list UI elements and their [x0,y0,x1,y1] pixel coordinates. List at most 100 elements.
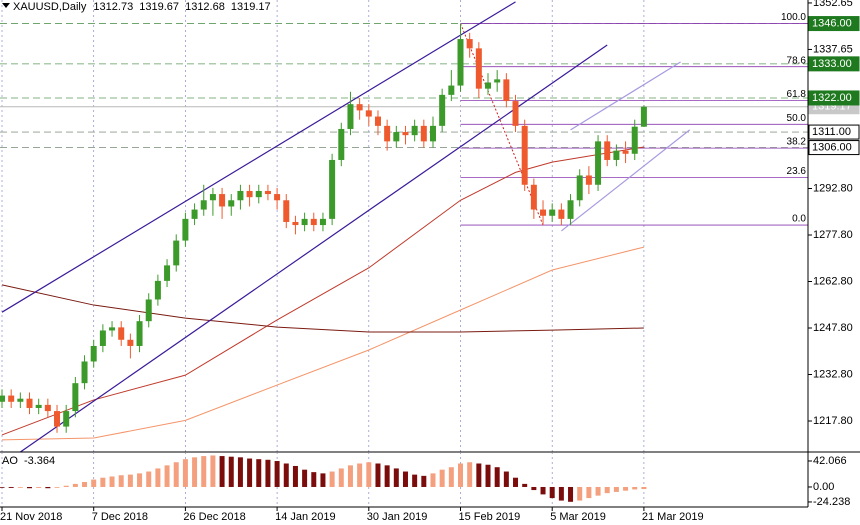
candle-body [191,209,198,219]
ao-bar [384,465,390,487]
ao-bar [366,462,372,487]
ao-bar [118,475,124,487]
candle-body [640,106,647,127]
ao-bar [402,471,408,487]
fibo-label: 61.8 [787,89,807,100]
candle-body [384,125,391,142]
candle-body [448,85,455,95]
level-box-text: 1322.00 [812,92,852,104]
candle-body [44,404,51,412]
candle-body [374,116,381,126]
candle-body [420,125,427,142]
ao-bar [494,467,500,487]
candle-body [26,398,33,408]
ao-bar [412,474,418,487]
menu-triangle[interactable] [2,3,10,8]
ao-bar [623,486,629,491]
ao-bar [210,455,216,487]
y-tick-label: 1337.65 [813,43,853,55]
y-tick-label: 1277.80 [813,229,853,241]
candle-body [8,395,15,402]
chart-header: XAUUSD,Daily 1312.73 1319.67 1312.68 131… [13,1,271,13]
candle-body [393,132,400,142]
ao-bar [146,471,152,487]
fibo-label: 100.0 [781,12,806,23]
fibo-label: 78.6 [787,55,807,66]
candle-body [595,141,602,185]
candle-body [558,209,565,219]
ao-bar [421,475,427,487]
candle-body [365,110,372,117]
candle-body [338,128,345,160]
ao-bar [476,463,482,487]
ao-tick-label: -24.238 [813,496,850,508]
ao-bar [45,486,51,489]
ao-bar [265,459,271,487]
candle-body [604,141,611,160]
candle-body [136,321,143,346]
x-tick-label: 21 Mar 2019 [642,511,704,523]
trendline [1,1,516,313]
candle-body [17,398,24,402]
x-tick-label: 14 Jan 2019 [275,511,336,523]
candle-body [585,175,592,185]
ao-bar [595,486,601,496]
candle-body [512,101,519,126]
candle-body [264,190,271,195]
trendline [570,61,681,131]
indicator-pane [0,453,647,507]
level-box: 1311.00 [808,124,860,140]
ao-bar [237,457,243,487]
candle-body [90,345,97,362]
candle-body [173,240,180,266]
candle-body [63,411,70,427]
ao-bar [503,471,509,487]
candle-body [81,361,88,384]
candle-body [200,200,207,210]
ao-bar [522,483,528,487]
candle-body [402,132,409,136]
level-box-text: 1311.00 [812,126,851,138]
level-box-bg [808,16,860,32]
moving-average [1,284,644,333]
candle-body [127,339,134,346]
ao-bar [558,486,564,501]
ao-bar [173,462,179,487]
candle-body [274,194,281,201]
ao-bar [72,483,78,487]
candle-body [439,94,446,126]
moving-average [1,246,645,441]
header-close: 1319.17 [231,1,271,13]
candle-body [246,190,253,198]
ao-bar [219,456,225,487]
candle-body [540,209,547,216]
ao-bar [613,486,619,492]
candle-body [145,299,152,322]
ao-bar [82,482,88,487]
header-low: 1312.68 [185,1,225,13]
ao-bar [531,486,537,491]
y-tick-label: 1352.65 [813,0,853,9]
fibo-label: 23.6 [787,166,807,177]
ao-bar [36,486,42,488]
candle-body [622,150,629,154]
y-tick-label: 1247.80 [813,322,853,334]
ao-bar [155,468,161,487]
ao-bar [228,456,234,487]
x-tick-label: 26 Dec 2018 [183,511,245,523]
level-box-bg [808,140,860,156]
candle-body [99,330,106,346]
ao-bar [8,486,14,488]
candle-body [219,194,226,207]
ao-bar [283,463,289,487]
ao-bar [247,458,253,487]
candle-body [228,200,235,207]
candle-body [457,39,464,86]
level-box: 1322.00 [808,90,860,106]
ao-bar [641,486,647,490]
candle-body [182,218,189,241]
ao-bar [302,469,308,487]
header-high: 1319.67 [139,1,179,13]
